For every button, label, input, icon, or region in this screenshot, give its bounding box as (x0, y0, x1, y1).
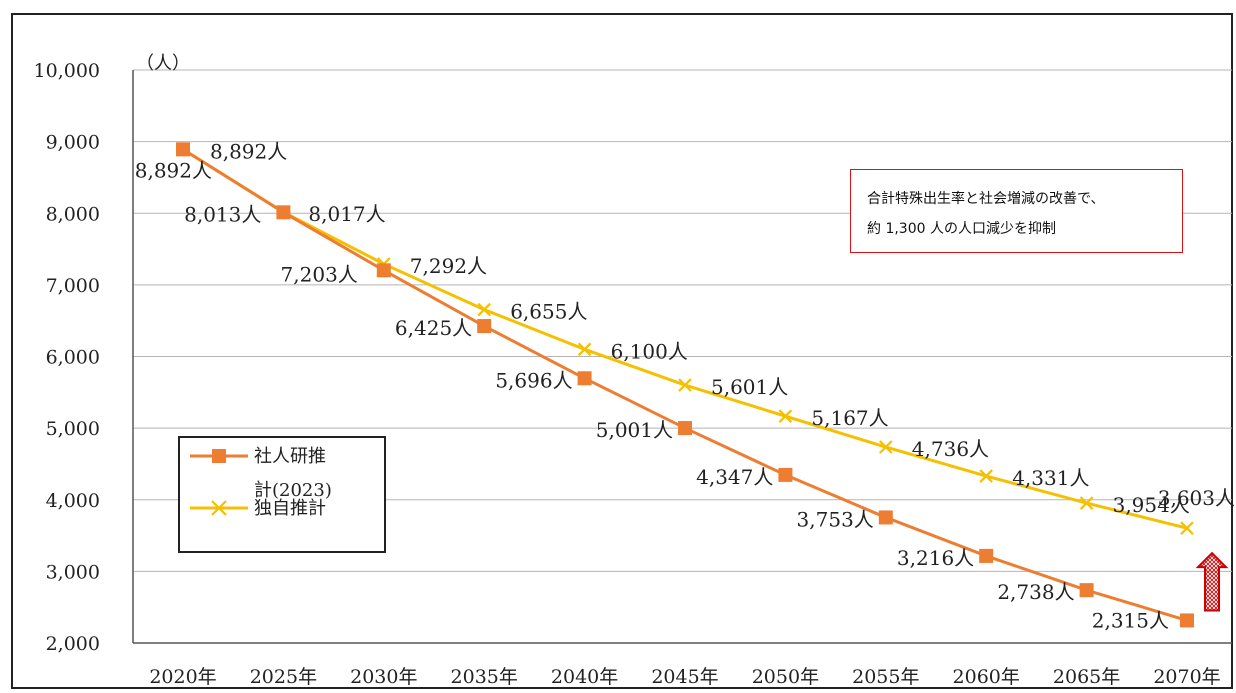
data-label-dokuji: 5,601人 (711, 375, 788, 399)
data-label-dokuji: 3,603人 (1158, 486, 1235, 510)
data-point-x (1079, 496, 1094, 510)
data-label-shajinken: 8,892人 (135, 158, 212, 182)
y-tick-label: 6,000 (46, 347, 100, 369)
x-tick-label: 2040年 (551, 666, 618, 688)
annotation-line2: 約 1,300 人の人口減少を抑制 (867, 221, 1056, 237)
data-label-shajinken: 4,347人 (696, 465, 773, 489)
data-label-shajinken: 6,425人 (395, 316, 472, 340)
x-tick-label: 2070年 (1153, 666, 1220, 688)
x-tick-label: 2055年 (852, 666, 919, 688)
data-point-x (1180, 521, 1194, 535)
data-point-x (879, 440, 893, 454)
legend-entry-dokuji: 独自推計 (190, 498, 374, 520)
annotation-line1: 合計特殊出生率と社会増減の改善で、 (867, 191, 1105, 207)
data-point-x (778, 409, 793, 423)
data-label-shajinken: 7,203人 (281, 262, 358, 286)
x-tick-label: 2045年 (651, 666, 718, 688)
x-tick-label: 2025年 (250, 666, 317, 688)
data-point-square (778, 467, 793, 482)
legend-swatch-orange (190, 446, 248, 466)
data-point-square (678, 421, 692, 436)
y-tick-label: 9,000 (46, 132, 100, 154)
legend-entry-shajinken: 社人研推 計(2023) (190, 446, 374, 502)
difference-arrow (1195, 551, 1229, 612)
data-point-square (577, 371, 592, 386)
data-label-shajinken: 8,013人 (184, 202, 261, 226)
data-point-x (678, 378, 692, 392)
data-point-square (477, 319, 492, 334)
y-tick-label: 8,000 (46, 203, 100, 225)
x-tick-label: 2020年 (149, 666, 216, 688)
legend-swatch-yellow (190, 498, 248, 518)
y-tick-label: 10,000 (34, 60, 100, 82)
x-tick-label: 2060年 (953, 666, 1020, 688)
data-point-square (176, 142, 190, 157)
x-tick-label: 2035年 (451, 666, 518, 688)
legend: 社人研推 計(2023) 独自推計 (178, 436, 386, 553)
data-point-x (477, 302, 491, 317)
x-tick-label: 2050年 (752, 666, 819, 688)
data-label-dokuji: 6,100人 (611, 339, 688, 363)
data-point-square (1180, 613, 1194, 628)
y-axis-unit-label: （人） (136, 53, 190, 74)
data-label-dokuji: 3,954人 (1113, 493, 1190, 517)
x-tick-label: 2065年 (1053, 666, 1120, 688)
data-label-dokuji: 4,736人 (912, 437, 989, 461)
data-point-square (878, 510, 893, 525)
data-label-dokuji: 5,167人 (811, 406, 888, 430)
data-label-dokuji: 7,292人 (410, 254, 487, 278)
legend-label-line2: 計(2023) (254, 480, 332, 501)
data-point-square (979, 548, 994, 563)
data-point-square (1079, 583, 1094, 598)
data-label-shajinken: 3,753人 (797, 507, 874, 531)
data-label-dokuji: 6,655人 (510, 300, 587, 324)
data-label-shajinken: 2,315人 (1092, 608, 1169, 632)
data-label-dokuji: 4,331人 (1012, 466, 1089, 490)
chart-frame (11, 13, 1233, 689)
data-label-shajinken: 5,001人 (596, 418, 673, 442)
legend-label-dokuji: 独自推計 (254, 498, 326, 519)
data-label-dokuji: 8,892人 (210, 139, 287, 163)
y-tick-label: 7,000 (46, 275, 100, 297)
legend-label-line1: 社人研推 (254, 446, 326, 467)
data-point-x (577, 342, 592, 357)
y-tick-label: 3,000 (46, 561, 100, 583)
y-tick-label: 2,000 (46, 633, 100, 655)
data-label-shajinken: 3,216人 (897, 546, 974, 570)
data-label-shajinken: 5,696人 (495, 368, 572, 392)
x-tick-label: 2030年 (350, 666, 417, 688)
data-point-x (979, 469, 993, 483)
annotation-box: 合計特殊出生率と社会増減の改善で、 約 1,300 人の人口減少を抑制 (850, 169, 1183, 253)
y-tick-label: 5,000 (46, 418, 100, 440)
y-tick-label: 4,000 (46, 490, 100, 512)
data-label-shajinken: 2,738人 (997, 580, 1074, 604)
data-point-square (376, 263, 391, 278)
data-point-square (276, 205, 291, 220)
data-label-dokuji: 8,017人 (308, 202, 385, 226)
